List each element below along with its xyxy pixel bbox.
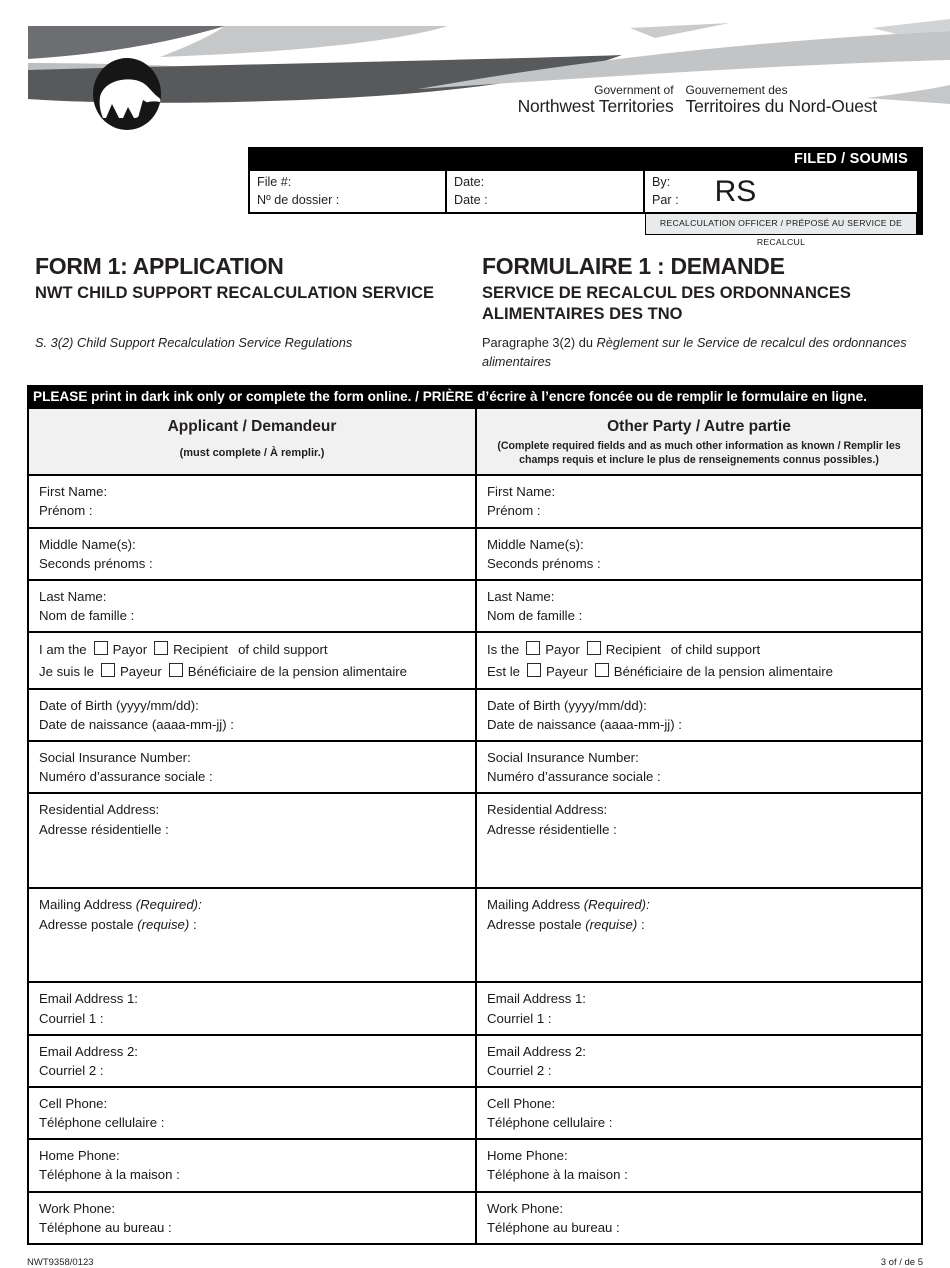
email1-field-applicant[interactable]: Email Address 1: Courriel 1 :: [39, 991, 138, 1026]
mailing-address-field-other[interactable]: Mailing Address (Required): Adresse post…: [475, 889, 921, 982]
page-number: 3 of / de 5: [880, 1256, 923, 1268]
row-home-phone: Home Phone: Téléphone à la maison : Home …: [29, 1140, 921, 1193]
residential-address-field-other[interactable]: Residential Address: Adresse résidentiell…: [475, 794, 921, 888]
instruction-banner: PLEASE print in dark ink only or complet…: [27, 385, 923, 410]
gov-fr-small: Gouvernement des: [685, 83, 788, 97]
party-role-field-applicant: I am the Payor Recipient of child support J…: [39, 641, 407, 679]
file-number-label-fr: Nº de dossier :: [257, 192, 340, 207]
officer-initials: RS: [714, 175, 757, 208]
applicant-other-party-table: Applicant / Demandeur (must complete / À…: [27, 409, 923, 1245]
row-date-of-birth: Date of Birth (yyyy/mm/dd): Date de naiss…: [29, 689, 921, 743]
mailing-address-field-applicant[interactable]: Mailing Address (Required): Adresse post…: [39, 897, 202, 932]
row-party-role: I am the Payor Recipient of child support J…: [29, 633, 921, 690]
form-subtitle-en: NWT CHILD SUPPORT RECALCULATION SERVICE: [35, 284, 435, 302]
email2-field-applicant[interactable]: Email Address 2: Courriel 2 :: [39, 1043, 138, 1078]
officer-caption: RECALCULATION OFFICER / PRÉPOSÉ AU SERVI…: [645, 214, 917, 247]
filed-by-label-en: By:: [652, 175, 671, 189]
cell-phone-field-other[interactable]: Cell Phone: Téléphone cellulaire :: [475, 1088, 921, 1139]
last-name-field-other[interactable]: Last Name: Nom de famille :: [475, 580, 921, 632]
form-number: NWT9358/0123: [27, 1256, 94, 1268]
regulation-ref-fr: Paragraphe 3(2) du Règlement sur le Serv…: [482, 335, 907, 370]
cell-phone-field-applicant[interactable]: Cell Phone: Téléphone cellulaire :: [39, 1096, 165, 1131]
form-title-fr: FORMULAIRE 1 : DEMANDE: [482, 253, 785, 279]
file-number-field[interactable]: File #: Nº de dossier :: [248, 171, 447, 212]
page-footer: NWT9358/0123 3 of / de 5: [27, 1257, 923, 1268]
sin-field-applicant[interactable]: Social Insurance Number: Numéro d’assuran…: [39, 750, 213, 785]
row-work-phone: Work Phone: Téléphone au bureau : Work Ph…: [29, 1192, 921, 1243]
recipient-checkbox-other[interactable]: [586, 641, 601, 656]
filed-by-label-fr: Par :: [652, 192, 679, 207]
beneficiaire-checkbox-other[interactable]: [594, 662, 609, 677]
filed-date-field[interactable]: Date: Date :: [447, 171, 645, 212]
form-subtitle-fr: SERVICE DE RECALCUL DES ORDONNANCES ALIM…: [482, 284, 851, 323]
work-phone-field-other[interactable]: Work Phone: Téléphone au bureau :: [475, 1192, 921, 1243]
residential-address-field-applicant[interactable]: Residential Address: Adresse résidentiell…: [39, 802, 169, 837]
form-title-en: FORM 1: APPLICATION: [35, 253, 284, 279]
gnwt-wave-graphic: [28, 19, 950, 130]
filed-box: FILED / SOUMIS File #: Nº de dossier : D…: [248, 147, 923, 247]
filed-date-label-en: Date:: [454, 175, 485, 189]
work-phone-field-applicant[interactable]: Work Phone: Téléphone au bureau :: [39, 1200, 172, 1235]
payor-checkbox-other[interactable]: [526, 641, 541, 656]
letterhead: Government of Northwest Territories Gouv…: [0, 0, 950, 140]
row-email-1: Email Address 1: Courriel 1 : Email Addre…: [29, 983, 921, 1036]
email2-field-other[interactable]: Email Address 2: Courriel 2 :: [475, 1035, 921, 1087]
payeur-checkbox-applicant[interactable]: [100, 662, 115, 677]
other-party-column-header: Other Party / Autre partie (Complete req…: [475, 409, 921, 475]
table-header-row: Applicant / Demandeur (must complete / À…: [29, 409, 921, 477]
last-name-field-applicant[interactable]: Last Name: Nom de famille :: [39, 588, 135, 624]
row-cell-phone: Cell Phone: Téléphone cellulaire : Cell P…: [29, 1088, 921, 1141]
home-phone-field-other[interactable]: Home Phone: Téléphone à la maison :: [475, 1140, 921, 1191]
dob-field-other[interactable]: Date of Birth (yyyy/mm/dd): Date de naiss…: [475, 689, 921, 741]
filed-banner: FILED / SOUMIS: [248, 147, 917, 171]
payeur-checkbox-other[interactable]: [526, 662, 541, 677]
government-wordmark: Government of Northwest Territories Gouv…: [517, 83, 878, 116]
row-middle-name: Middle Name(s): Seconds prénoms : Middle …: [29, 528, 921, 581]
regulation-ref-en: S. 3(2) Child Support Recalculation Serv…: [35, 335, 353, 350]
polar-bear-icon: [93, 58, 161, 130]
applicant-column-header: Applicant / Demandeur (must complete / À…: [167, 418, 337, 460]
first-name-field-other[interactable]: First Name: Prénom :: [475, 476, 921, 527]
party-role-field-other: Is the Payor Recipient of child support Est…: [475, 633, 921, 688]
file-number-label-en: File #:: [257, 175, 292, 189]
home-phone-field-applicant[interactable]: Home Phone: Téléphone à la maison :: [39, 1148, 180, 1183]
email1-field-other[interactable]: Email Address 1: Courriel 1 :: [475, 983, 921, 1034]
recipient-checkbox-applicant[interactable]: [154, 641, 169, 656]
form-titles: FORM 1: APPLICATION NWT CHILD SUPPORT RE…: [0, 235, 950, 371]
gov-fr-large: Territoires du Nord-Ouest: [685, 96, 878, 116]
first-name-field-applicant[interactable]: First Name: Prénom :: [39, 484, 108, 519]
sin-field-other[interactable]: Social Insurance Number: Numéro d’assuran…: [475, 742, 921, 793]
row-mailing-address: Mailing Address (Required): Adresse post…: [29, 889, 921, 984]
middle-name-field-applicant[interactable]: Middle Name(s): Seconds prénoms :: [39, 536, 153, 571]
gov-en-small: Government of: [594, 83, 674, 97]
row-sin: Social Insurance Number: Numéro d’assuran…: [29, 742, 921, 795]
dob-field-applicant[interactable]: Date of Birth (yyyy/mm/dd): Date de naiss…: [39, 697, 234, 733]
payor-checkbox-applicant[interactable]: [93, 641, 108, 656]
row-first-name: First Name: Prénom : First Name: Prénom :: [29, 476, 921, 529]
row-last-name: Last Name: Nom de famille : Last Name: Nom…: [29, 580, 921, 634]
gov-en-large: Northwest Territories: [517, 96, 674, 116]
beneficiaire-checkbox-applicant[interactable]: [168, 662, 183, 677]
filed-date-label-fr: Date :: [454, 192, 488, 207]
middle-name-field-other[interactable]: Middle Name(s): Seconds prénoms :: [475, 528, 921, 579]
row-residential-address: Residential Address: Adresse résidentiell…: [29, 794, 921, 890]
filed-by-field[interactable]: By: Par : RS: [645, 171, 917, 212]
row-email-2: Email Address 2: Courriel 2 : Email Addre…: [29, 1035, 921, 1089]
